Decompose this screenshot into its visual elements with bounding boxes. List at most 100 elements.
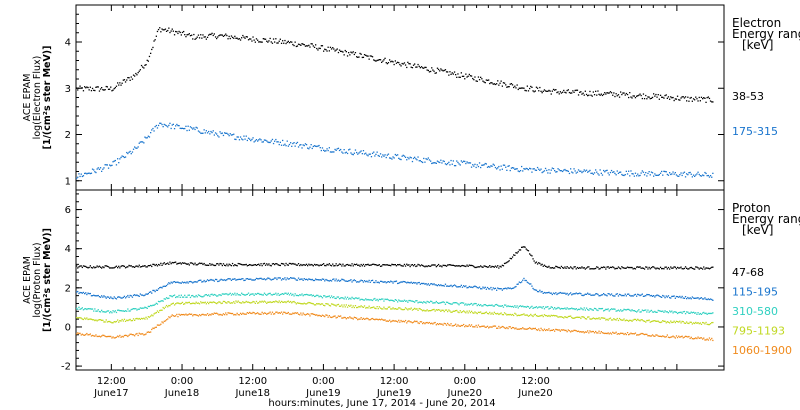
data-point	[589, 308, 591, 310]
data-point	[563, 267, 565, 269]
data-point	[112, 267, 114, 269]
data-point	[482, 325, 484, 327]
data-point	[517, 283, 519, 285]
data-point	[374, 155, 376, 157]
data-point	[596, 309, 598, 311]
data-point	[645, 321, 647, 323]
data-point	[206, 36, 209, 38]
data-point	[403, 62, 406, 64]
data-point	[276, 278, 278, 281]
data-point	[205, 303, 207, 305]
data-point	[689, 171, 691, 174]
data-point	[272, 313, 275, 315]
data-point	[703, 311, 705, 314]
data-point	[615, 174, 617, 176]
data-point	[637, 293, 639, 295]
data-point	[246, 265, 248, 267]
data-point	[200, 301, 202, 303]
data-point	[285, 279, 287, 281]
data-point	[332, 263, 334, 265]
data-point	[401, 281, 403, 283]
data-point	[317, 294, 319, 297]
data-point	[244, 138, 246, 140]
data-point	[148, 305, 151, 308]
data-point	[212, 279, 214, 281]
data-point	[203, 129, 205, 131]
data-point	[343, 304, 345, 306]
data-point	[508, 165, 510, 167]
data-point	[84, 334, 86, 336]
data-point	[449, 310, 451, 312]
data-point	[352, 318, 354, 320]
data-point	[505, 84, 507, 86]
data-point	[126, 319, 128, 321]
data-point	[187, 282, 189, 284]
data-point	[637, 318, 639, 320]
data-point	[91, 87, 94, 90]
data-point	[669, 172, 671, 174]
data-point	[302, 43, 304, 45]
data-point	[603, 310, 605, 312]
data-point	[488, 165, 490, 168]
data-point	[498, 165, 500, 168]
data-point	[397, 61, 399, 63]
data-point	[333, 48, 335, 50]
data-point	[647, 268, 649, 270]
data-point	[151, 129, 153, 131]
data-point	[102, 168, 104, 170]
data-point	[472, 164, 474, 166]
data-point	[114, 266, 116, 268]
data-point	[496, 83, 498, 85]
data-point	[458, 325, 460, 327]
data-point	[368, 279, 370, 282]
data-point	[406, 322, 408, 324]
data-point	[665, 336, 667, 338]
data-point	[374, 307, 376, 309]
data-point	[457, 73, 459, 75]
data-point	[112, 310, 114, 312]
data-point	[503, 82, 506, 84]
data-point	[126, 334, 128, 337]
data-point	[492, 305, 494, 307]
data-point	[631, 309, 633, 311]
data-point	[592, 317, 594, 319]
data-point	[379, 298, 382, 301]
data-point	[216, 133, 218, 135]
data-point	[508, 305, 510, 308]
data-point	[393, 63, 395, 66]
data-point	[704, 312, 706, 315]
data-point	[597, 309, 599, 312]
data-point	[659, 321, 662, 324]
data-point	[687, 174, 689, 176]
data-point	[673, 311, 675, 313]
data-point	[336, 296, 338, 298]
data-point	[530, 306, 532, 308]
data-point	[478, 311, 481, 314]
data-point	[358, 281, 360, 283]
data-point	[338, 263, 341, 265]
legend-item: 175-315	[732, 125, 778, 138]
data-point	[409, 63, 411, 65]
data-point	[234, 138, 236, 140]
data-point	[126, 266, 128, 268]
data-point	[224, 293, 226, 295]
data-point	[704, 339, 706, 341]
data-point	[445, 301, 448, 303]
data-point	[225, 293, 227, 295]
data-point	[666, 296, 668, 298]
data-point	[128, 334, 130, 336]
data-point	[288, 262, 291, 265]
data-point	[127, 308, 129, 310]
data-point	[583, 307, 585, 309]
data-point	[593, 294, 596, 296]
data-point	[688, 297, 690, 300]
data-point	[131, 296, 134, 298]
data-point	[260, 313, 262, 315]
data-point	[608, 310, 610, 312]
data-point	[607, 319, 609, 321]
data-point	[115, 265, 118, 267]
data-point	[300, 312, 302, 314]
data-point	[79, 175, 81, 178]
data-point	[522, 279, 524, 281]
data-point	[609, 332, 612, 334]
